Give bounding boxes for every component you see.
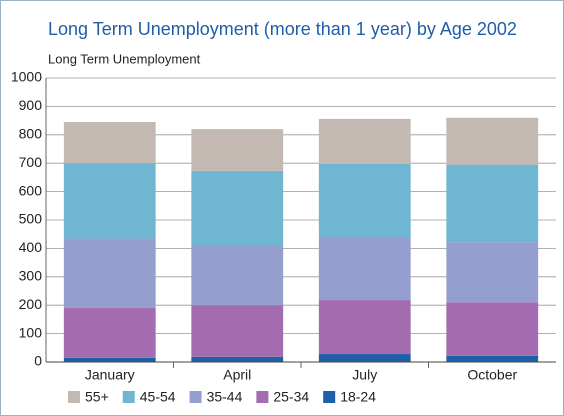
y-tick-label: 500 [19,211,43,227]
y-tick-label: 700 [19,154,43,170]
legend-swatch [256,391,269,403]
y-tick-label: 600 [19,182,43,198]
x-tick-label: July [352,367,377,383]
bar-segment [446,117,539,165]
legend-label: 35-44 [207,389,243,405]
bar-segment [63,357,156,362]
x-tick-label: January [85,367,135,383]
bar-segment [446,164,539,243]
y-tick-label: 800 [19,126,43,142]
bar-segment [191,356,284,362]
bar-segment [318,237,411,301]
legend-swatch [323,391,336,403]
legend-label: 45-54 [140,389,176,405]
legend-swatch [189,391,202,403]
bar-segment [63,308,156,358]
bar-segment [318,300,411,355]
y-tick-label: 0 [34,353,42,369]
x-tick-label: October [467,367,517,383]
bar-segment [191,305,284,357]
y-tick-label: 900 [19,97,43,113]
y-axis-label: Long Term Unemployment [48,51,201,66]
y-tick-label: 300 [19,268,43,284]
bar-segment [318,118,411,164]
bar-segment [446,242,539,303]
legend-swatch [122,391,135,403]
y-tick-label: 200 [19,296,43,312]
y-tick-label: 1000 [11,69,42,85]
bar-segment [446,355,539,362]
bar-segment [63,122,156,164]
legend-label: 55+ [85,389,109,405]
chart-title: Long Term Unemployment (more than 1 year… [48,19,517,39]
bar-segment [63,238,156,309]
y-tick-label: 400 [19,239,43,255]
legend-label: 18-24 [340,389,376,405]
bar-segment [191,244,284,306]
x-tick-label: April [223,367,251,383]
bar-segment [446,302,539,356]
legend-label: 25-34 [273,389,309,405]
y-tick-label: 100 [19,324,43,340]
bar-segment [191,170,284,245]
bar-segment [63,163,156,239]
legend-swatch [68,391,80,403]
bar-segment [318,163,411,238]
bar-segment [318,354,411,362]
bar-segment [191,129,284,171]
